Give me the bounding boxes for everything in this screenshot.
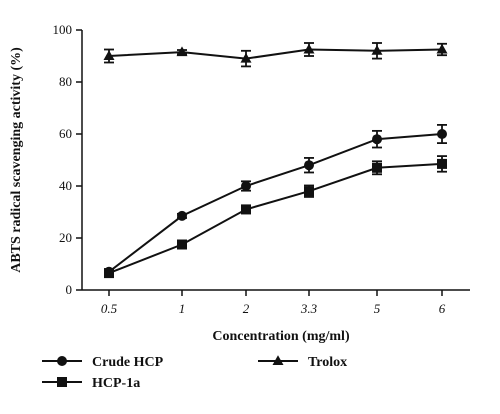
legend-label: Crude HCP bbox=[92, 355, 164, 370]
square-marker bbox=[304, 186, 314, 197]
circle-marker bbox=[437, 129, 447, 139]
square-marker bbox=[57, 377, 67, 387]
triangle-marker bbox=[240, 52, 252, 63]
circle-marker bbox=[241, 181, 251, 191]
y-ticks: 0 20 40 60 80 100 bbox=[53, 22, 82, 297]
y-tick-label: 60 bbox=[59, 126, 72, 141]
circle-marker bbox=[57, 356, 67, 366]
circle-marker bbox=[177, 210, 187, 221]
y-tick-label: 40 bbox=[59, 178, 72, 193]
x-tick-label: 6 bbox=[439, 301, 446, 316]
square-marker bbox=[177, 239, 187, 250]
legend: Crude HCP HCP-1a Trolox bbox=[42, 355, 347, 391]
series-hcp-1a bbox=[104, 155, 447, 279]
legend-label: HCP-1a bbox=[92, 376, 140, 391]
series-trolox bbox=[103, 42, 448, 68]
y-tick-label: 20 bbox=[59, 230, 72, 245]
legend-item: HCP-1a bbox=[42, 376, 140, 391]
series-line bbox=[108, 162, 443, 275]
triangle-marker bbox=[303, 43, 315, 54]
square-marker bbox=[437, 158, 447, 169]
x-tick-label: 5 bbox=[374, 301, 381, 316]
triangle-marker bbox=[176, 46, 188, 57]
square-marker bbox=[372, 162, 382, 173]
legend-item: Crude HCP bbox=[42, 355, 164, 370]
y-axis-title: ABTS radical scavenging activity (%) bbox=[9, 47, 24, 273]
triangle-marker bbox=[436, 43, 448, 54]
legend-item: Trolox bbox=[258, 355, 347, 370]
x-tick-label: 1 bbox=[179, 301, 186, 316]
circle-marker bbox=[304, 160, 314, 171]
legend-label: Trolox bbox=[308, 355, 347, 370]
x-ticks: 0.5 1 2 3.3 5 6 bbox=[101, 290, 446, 316]
y-tick-label: 80 bbox=[59, 74, 72, 89]
square-marker bbox=[104, 268, 114, 279]
triangle-marker bbox=[103, 50, 115, 60]
x-tick-label: 3.3 bbox=[300, 301, 318, 316]
triangle-marker bbox=[371, 45, 383, 55]
x-tick-label: 2 bbox=[243, 301, 250, 316]
series-layer bbox=[103, 42, 448, 279]
series-line bbox=[108, 48, 443, 60]
axes bbox=[81, 30, 470, 291]
circle-marker bbox=[372, 134, 382, 145]
square-marker bbox=[241, 204, 251, 215]
y-tick-label: 100 bbox=[53, 22, 73, 37]
x-tick-label: 0.5 bbox=[101, 301, 118, 316]
x-axis-title: Concentration (mg/ml) bbox=[212, 329, 350, 344]
y-tick-label: 0 bbox=[66, 282, 73, 297]
triangle-marker bbox=[272, 355, 284, 365]
series-line bbox=[108, 133, 443, 273]
